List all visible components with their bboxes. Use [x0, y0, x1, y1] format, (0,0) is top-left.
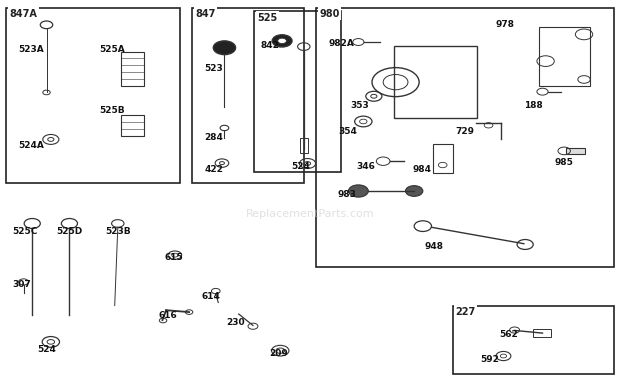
Text: 729: 729	[456, 127, 475, 136]
Text: 525: 525	[257, 13, 278, 23]
Text: 346: 346	[356, 162, 375, 171]
Bar	[254, 11, 341, 172]
Text: 524: 524	[291, 162, 310, 171]
Bar	[316, 8, 614, 267]
Circle shape	[278, 38, 286, 44]
Bar	[6, 8, 180, 183]
Text: 982A: 982A	[329, 39, 355, 49]
Text: 985: 985	[555, 158, 574, 167]
Text: 983: 983	[338, 190, 356, 199]
Text: 616: 616	[158, 311, 177, 320]
Text: 227: 227	[456, 307, 476, 317]
Text: 562: 562	[499, 330, 518, 339]
Text: 980: 980	[319, 9, 340, 19]
Text: 523A: 523A	[19, 45, 45, 54]
Text: 978: 978	[496, 20, 515, 29]
Text: 615: 615	[164, 253, 183, 262]
Bar	[533, 329, 551, 337]
Bar	[121, 52, 144, 86]
Bar	[433, 144, 453, 173]
Text: 230: 230	[226, 318, 245, 327]
Text: 525D: 525D	[56, 227, 82, 236]
Text: 842: 842	[260, 41, 279, 50]
Text: 188: 188	[524, 100, 542, 110]
Bar	[566, 148, 585, 154]
Bar	[121, 115, 144, 136]
Bar	[192, 8, 304, 183]
Text: 948: 948	[425, 242, 444, 251]
Text: 523B: 523B	[105, 227, 131, 236]
Text: 984: 984	[412, 165, 432, 175]
Bar	[300, 138, 308, 153]
Text: 523: 523	[205, 64, 223, 73]
Circle shape	[405, 186, 423, 196]
Circle shape	[272, 35, 292, 47]
Text: 422: 422	[205, 165, 223, 175]
Text: 847: 847	[195, 9, 216, 19]
Text: ReplacementParts.com: ReplacementParts.com	[246, 209, 374, 219]
Circle shape	[213, 41, 236, 55]
Text: 525B: 525B	[99, 106, 125, 115]
Text: 525C: 525C	[12, 227, 38, 236]
Text: 525A: 525A	[99, 45, 125, 54]
Text: 353: 353	[350, 100, 369, 110]
Circle shape	[348, 185, 368, 197]
Text: 524A: 524A	[19, 141, 45, 150]
Text: 284: 284	[205, 133, 223, 142]
Text: 354: 354	[338, 127, 356, 136]
Bar	[394, 46, 477, 118]
Text: 614: 614	[202, 291, 220, 301]
Text: 524: 524	[37, 345, 56, 354]
Text: 847A: 847A	[9, 9, 37, 19]
Bar	[453, 306, 614, 374]
Bar	[539, 27, 590, 86]
Text: 592: 592	[480, 355, 499, 364]
Text: 307: 307	[12, 280, 31, 289]
Text: 209: 209	[270, 349, 288, 358]
